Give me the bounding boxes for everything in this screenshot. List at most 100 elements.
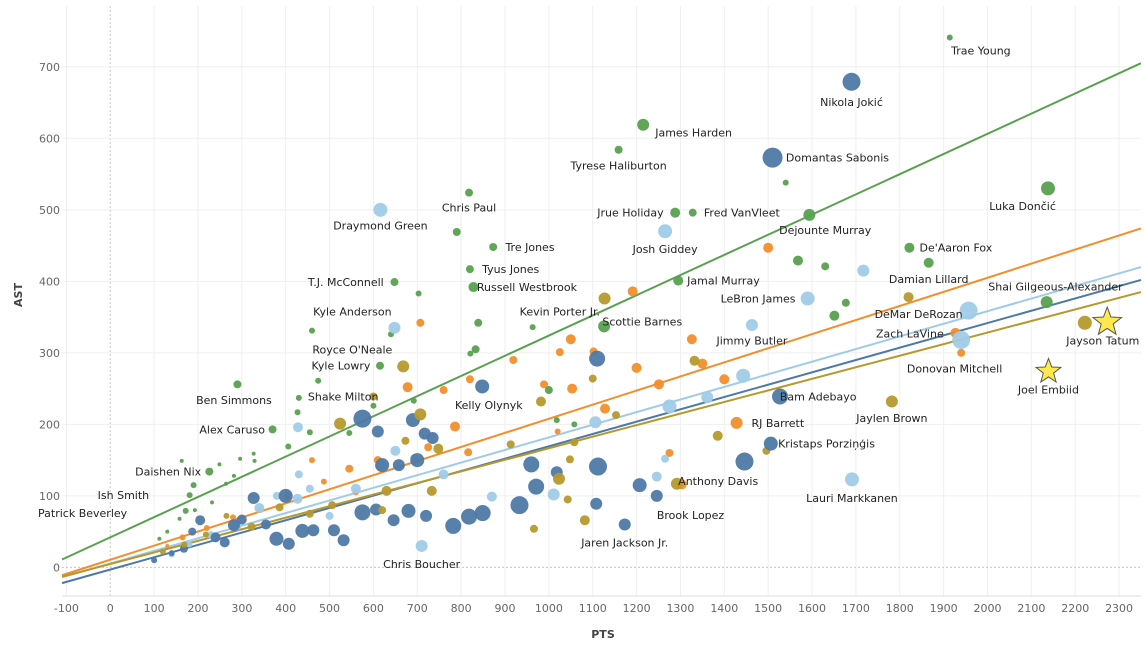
player-label-josh-giddey: Josh Giddey xyxy=(632,243,698,256)
data-point xyxy=(540,380,549,389)
player-point-kyle-anderson xyxy=(388,321,401,334)
data-point xyxy=(260,519,271,530)
player-point-jrue-holiday xyxy=(670,207,681,218)
player-label-lebron-james: LeBron James xyxy=(721,292,796,305)
data-point xyxy=(544,386,553,395)
data-point xyxy=(439,386,448,395)
data-point xyxy=(157,536,162,541)
data-point xyxy=(475,379,490,394)
player-label-nikola-jokic: Nikola Jokić xyxy=(820,96,883,109)
data-point xyxy=(328,501,337,510)
data-point xyxy=(190,482,197,489)
player-point-luka-donc-ic xyxy=(1041,181,1056,196)
data-point xyxy=(375,458,390,473)
player-point-jimmy-butler xyxy=(745,318,758,331)
data-point xyxy=(829,310,840,321)
data-point xyxy=(445,517,462,534)
data-point xyxy=(227,519,240,532)
x-tick-label: 2100 xyxy=(1017,602,1045,615)
x-tick-label: 1100 xyxy=(579,602,607,615)
player-label-ish-smith: Ish Smith xyxy=(98,489,150,502)
player-point-de-aaron-fox xyxy=(904,242,915,253)
data-point xyxy=(309,457,316,464)
player-point-tre-jones xyxy=(489,243,498,252)
player-label-kevin-porter-jr: Kevin Porter Jr. xyxy=(520,305,600,318)
data-point xyxy=(450,421,461,432)
player-label-kristaps-porzin-g-is: Kristaps Porziņģis xyxy=(778,438,875,451)
player-label-zach-lavine: Zach LaVine xyxy=(876,328,944,341)
player-label-dejounte-murray: Dejounte Murray xyxy=(779,224,872,237)
data-point xyxy=(295,394,302,401)
data-point xyxy=(210,500,215,505)
player-point-kyle-lowry xyxy=(375,361,384,370)
data-point xyxy=(528,478,545,495)
player-label-patrick-beverley: Patrick Beverley xyxy=(38,507,128,520)
data-point xyxy=(471,345,480,354)
data-point xyxy=(346,429,353,436)
data-point xyxy=(238,456,243,461)
data-point xyxy=(433,443,444,454)
player-point-ben-simmons xyxy=(233,380,242,389)
player-point-rj-barrett xyxy=(730,416,743,429)
data-point xyxy=(401,436,410,445)
point-labels: Trae Young Nikola Jokić James Harden Domant… xyxy=(38,44,1139,570)
data-point xyxy=(563,495,572,504)
data-point xyxy=(230,514,237,521)
data-point xyxy=(295,523,310,538)
player-point-chris-paul xyxy=(465,188,474,197)
data-point xyxy=(292,493,303,504)
data-point xyxy=(554,428,561,435)
data-point xyxy=(547,488,560,501)
x-tick-label: 1400 xyxy=(710,602,738,615)
data-point xyxy=(378,506,387,515)
player-label-shake-milton: Shake Milton xyxy=(308,390,379,403)
data-point xyxy=(231,473,236,478)
data-point xyxy=(353,409,372,428)
x-tick-label: 2200 xyxy=(1061,602,1089,615)
x-tick-label: -100 xyxy=(54,602,79,615)
player-point-t-j-mcconnell xyxy=(390,278,399,287)
data-point xyxy=(371,425,384,438)
data-point xyxy=(202,531,209,538)
player-label-anthony-davis: Anthony Davis xyxy=(678,475,758,488)
player-label-russell-westbrook: Russell Westbrook xyxy=(477,281,578,294)
player-label-fred-vanvleet: Fred VanVleet xyxy=(704,207,781,220)
data-point xyxy=(841,298,850,307)
player-label-rj-barrett: RJ Barrett xyxy=(751,417,804,430)
data-point xyxy=(320,478,327,485)
player-point-fred-vanvleet xyxy=(688,208,697,217)
player-point-lebron-james xyxy=(800,291,815,306)
player-point-jaylen-brown xyxy=(885,395,898,408)
x-tick-label: 1900 xyxy=(930,602,958,615)
data-point xyxy=(410,453,425,468)
data-point xyxy=(697,358,708,369)
player-label-shai-gilgeous-alexander: Shai Gilgeous-Alexander xyxy=(988,280,1123,293)
y-tick-label: 700 xyxy=(39,61,60,74)
data-point xyxy=(464,448,473,457)
data-point xyxy=(632,478,647,493)
data-point xyxy=(650,489,663,502)
data-point xyxy=(857,264,870,277)
data-point xyxy=(570,438,579,447)
player-point-ish-smith xyxy=(186,492,193,499)
data-point xyxy=(203,525,210,532)
data-point xyxy=(465,375,474,384)
x-tick-label: 300 xyxy=(231,602,252,615)
data-point xyxy=(565,455,574,464)
data-point xyxy=(821,262,830,271)
player-label-draymond-green: Draymond Green xyxy=(333,220,427,233)
player-label-joel-embiid: Joel Embiid xyxy=(1017,383,1079,396)
y-axis-title: AST xyxy=(12,283,25,307)
data-point xyxy=(251,451,256,456)
x-tick-label: 800 xyxy=(451,602,472,615)
x-tick-label: 200 xyxy=(187,602,208,615)
data-point xyxy=(223,512,230,519)
player-label-jrue-holiday: Jrue Holiday xyxy=(596,207,664,220)
data-point xyxy=(381,485,392,496)
data-point xyxy=(553,417,560,424)
data-point xyxy=(529,524,538,533)
data-point xyxy=(793,255,804,266)
x-tick-label: 900 xyxy=(495,602,516,615)
player-label-ben-simmons: Ben Simmons xyxy=(196,394,272,407)
